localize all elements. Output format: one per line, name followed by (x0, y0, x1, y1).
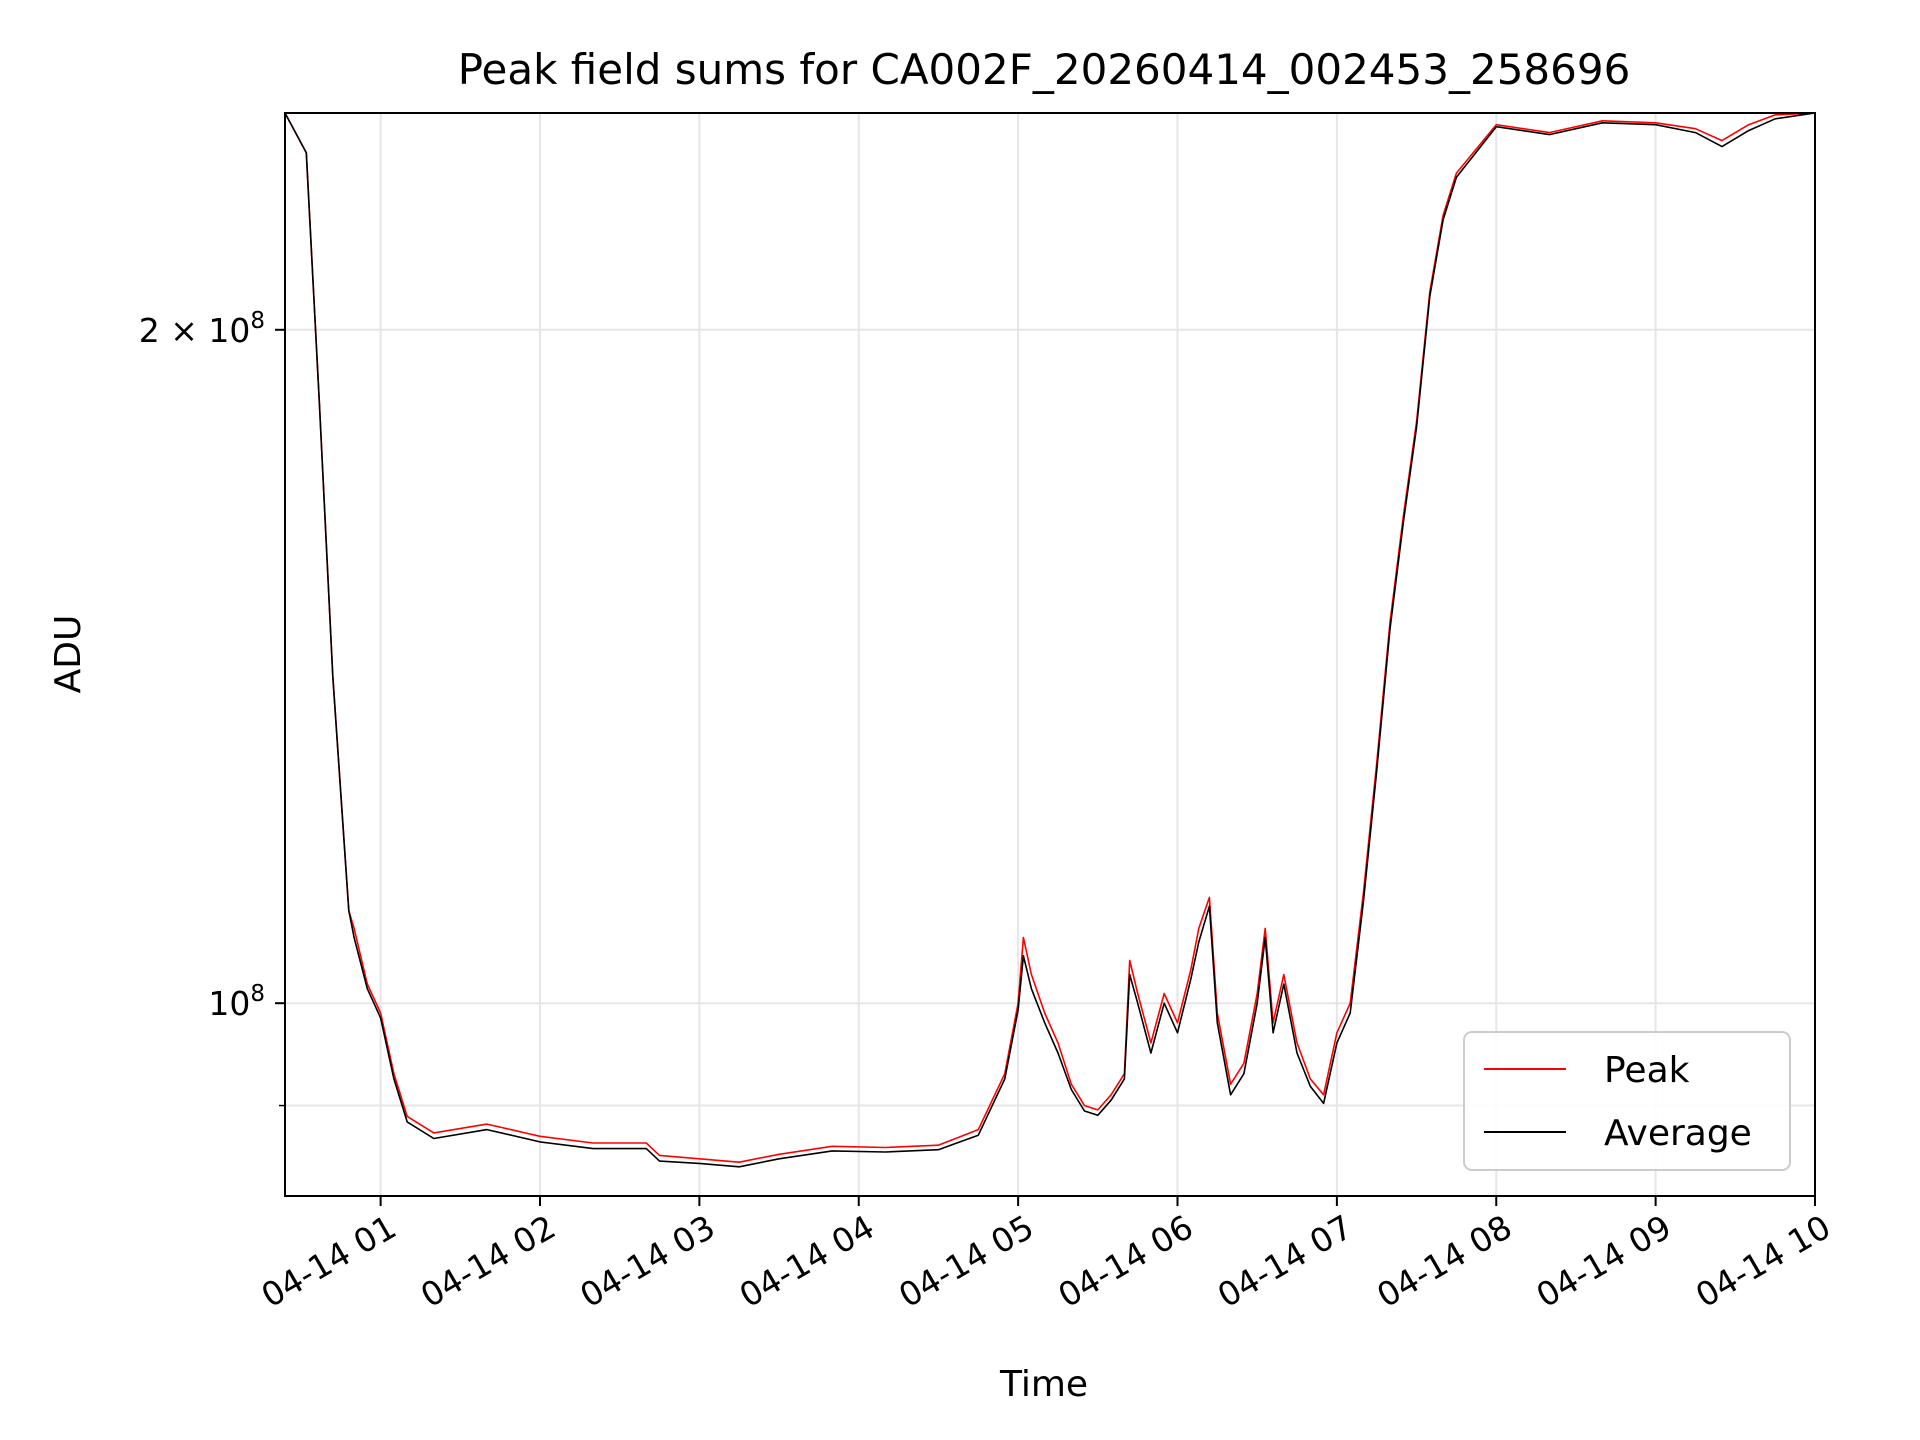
legend-label-average: Average (1604, 1113, 1752, 1154)
legend: Peak Average (1463, 1031, 1791, 1171)
x-axis-label: Time (999, 1364, 1088, 1405)
series-layer (285, 113, 1815, 1168)
chart-title: Peak field sums for CA002F_20260414_0024… (458, 45, 1631, 94)
y-tick-label: 108 (208, 981, 265, 1023)
legend-label-peak: Peak (1604, 1050, 1690, 1091)
series-line-average (285, 113, 1815, 1168)
y-tick-label: 2 × 108 (139, 308, 265, 350)
plot-frame (284, 112, 1816, 1197)
legend-box (1463, 1031, 1791, 1171)
y-axis-label: ADU (48, 615, 89, 694)
